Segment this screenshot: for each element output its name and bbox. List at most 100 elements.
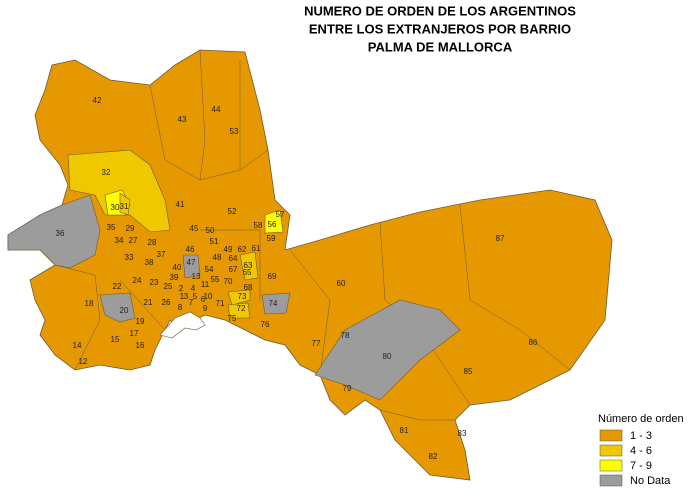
district-label: 12 — [79, 357, 88, 366]
district-label: 31 — [120, 202, 129, 211]
district-label: 59 — [267, 234, 276, 243]
district-label: 11 — [201, 280, 210, 289]
district-area — [261, 292, 291, 315]
district-label: 25 — [164, 282, 173, 291]
district-label: 44 — [212, 105, 221, 114]
district-label: 72 — [237, 304, 246, 313]
district-label: 3 — [184, 292, 189, 301]
district-label: 27 — [129, 236, 138, 245]
district-label: 22 — [113, 282, 122, 291]
district-label: 85 — [464, 367, 473, 376]
district-label: 42 — [93, 96, 102, 105]
district-label: 21 — [144, 298, 153, 307]
district-label: 46 — [186, 245, 195, 254]
district-label: 14 — [73, 341, 82, 350]
district-label: 41 — [176, 200, 185, 209]
district-label: 76 — [261, 320, 270, 329]
district-label: 51 — [210, 237, 219, 246]
district-area — [239, 251, 259, 281]
harbor — [159, 311, 206, 339]
legend-title: Número de orden — [598, 413, 684, 425]
district-label: 50 — [206, 226, 215, 235]
district-label: 1 — [180, 292, 185, 301]
district-label: 80 — [383, 352, 392, 361]
district-label: 29 — [126, 224, 135, 233]
district-label: 64 — [229, 254, 238, 263]
legend-swatch — [599, 459, 623, 472]
district-label: 10 — [204, 292, 213, 301]
district-label: 15 — [111, 335, 120, 344]
district-label: 17 — [130, 329, 139, 338]
legend-swatch — [599, 444, 623, 457]
district-label: 26 — [162, 298, 171, 307]
district-label: 33 — [125, 253, 134, 262]
district-label: 9 — [203, 304, 208, 313]
district-label: 2 — [179, 284, 184, 293]
district-label: 69 — [268, 272, 277, 281]
district-label: 81 — [400, 426, 409, 435]
district-label: 28 — [148, 238, 157, 247]
district-label: 77 — [312, 339, 321, 348]
district-label: 39 — [170, 273, 179, 282]
district-area — [7, 194, 101, 269]
district-label: 62 — [238, 245, 247, 254]
district-label: 18 — [85, 299, 94, 308]
district-label: 60 — [337, 279, 346, 288]
legend-swatch — [599, 474, 623, 487]
district-label: 8 — [178, 303, 183, 312]
district-label: 67 — [229, 265, 238, 274]
map-title: NUMERO DE ORDEN DE LOS ARGENTINOS — [304, 3, 576, 18]
map-title: ENTRE LOS EXTRANJEROS POR BARRIO — [309, 21, 571, 36]
district-label: 61 — [252, 244, 261, 253]
district-label: 74 — [269, 299, 278, 308]
district-label: 40 — [173, 263, 182, 272]
district-area — [264, 209, 284, 234]
district-label: 57 — [276, 210, 285, 219]
district-area — [227, 289, 251, 306]
district-label: 16 — [136, 341, 145, 350]
district-label: 78 — [341, 331, 350, 340]
district-label: 34 — [115, 236, 124, 245]
district-label: 54 — [205, 265, 214, 274]
district-label: 53 — [230, 127, 239, 136]
district-label: 73 — [238, 292, 247, 301]
district-label: 48 — [213, 253, 222, 262]
district-label: 70 — [224, 277, 233, 286]
district-label: 63 — [244, 261, 253, 270]
district-label: 49 — [224, 245, 233, 254]
district-area — [182, 254, 201, 279]
district-label: 79 — [343, 384, 352, 393]
district-label: 13 — [192, 272, 201, 281]
district-label: 37 — [157, 250, 166, 259]
district-label: 56 — [268, 220, 277, 229]
district-label: 52 — [228, 207, 237, 216]
district-area — [314, 299, 461, 401]
district-label: 58 — [254, 221, 263, 230]
district-area — [227, 302, 251, 319]
district-label: 55 — [211, 275, 220, 284]
district-label: 82 — [429, 452, 438, 461]
district-label: 5 — [193, 292, 198, 301]
district-label: 30 — [111, 203, 120, 212]
district-label: 4 — [191, 284, 196, 293]
land — [7, 49, 613, 481]
district-label: 32 — [102, 168, 111, 177]
map-title: PALMA DE MALLORCA — [368, 39, 513, 54]
district-label: 86 — [529, 338, 538, 347]
district-label: 23 — [150, 278, 159, 287]
district-label: 7 — [189, 298, 194, 307]
district-label: 19 — [136, 317, 145, 326]
legend-swatch — [599, 429, 623, 442]
district-area — [99, 292, 136, 323]
district-label: 20 — [120, 306, 129, 315]
district-label: 35 — [107, 223, 116, 232]
district-label: 75 — [228, 314, 237, 323]
legend-label: 4 - 6 — [630, 445, 652, 457]
district-label: 71 — [216, 299, 225, 308]
district-label: 43 — [178, 115, 187, 124]
district-label: 6 — [201, 295, 206, 304]
district-label: 47 — [187, 258, 196, 267]
district-label: 38 — [145, 258, 154, 267]
district-label: 68 — [244, 283, 253, 292]
